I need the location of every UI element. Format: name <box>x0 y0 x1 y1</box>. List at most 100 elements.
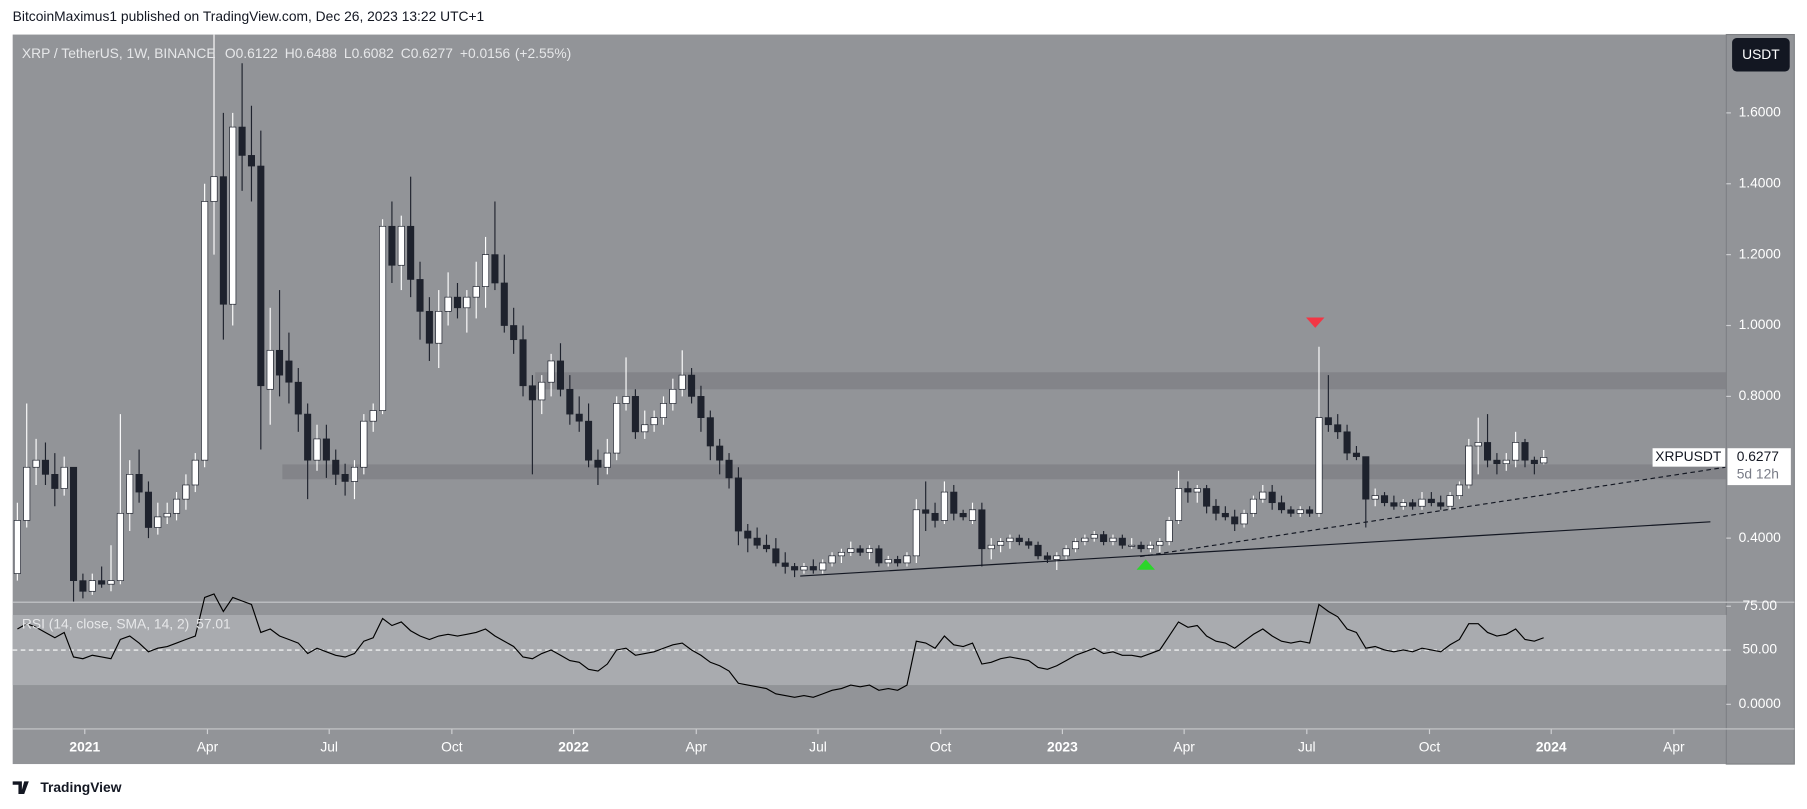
trendline <box>1140 466 1726 558</box>
body <box>603 452 611 468</box>
body <box>931 512 939 521</box>
candle <box>1277 495 1286 514</box>
candle <box>1071 538 1080 553</box>
body <box>978 509 986 550</box>
body <box>510 325 518 341</box>
candle <box>800 562 808 574</box>
body <box>388 225 396 266</box>
body <box>1025 541 1033 546</box>
candle <box>865 545 874 560</box>
footer: TradingView <box>12 779 122 795</box>
body <box>491 254 499 284</box>
candle <box>734 467 742 546</box>
body <box>482 254 490 287</box>
candle <box>641 410 649 439</box>
body <box>1352 452 1360 457</box>
body <box>1174 488 1183 521</box>
body <box>51 473 59 489</box>
candle <box>566 375 574 425</box>
body <box>407 225 415 280</box>
x-tick-label: Oct <box>1419 739 1441 755</box>
body <box>1259 491 1267 500</box>
candle <box>968 502 977 524</box>
candle <box>1465 438 1473 489</box>
body <box>706 417 714 447</box>
body <box>959 512 967 518</box>
candle <box>791 562 799 578</box>
candle <box>1371 488 1379 507</box>
body <box>556 360 565 390</box>
candle <box>1324 375 1332 432</box>
body <box>912 509 920 557</box>
candle <box>304 403 312 500</box>
c-label: C <box>401 45 411 61</box>
symbol: XRP / TetherUS, 1W, BINANCE <box>22 45 216 61</box>
body <box>800 566 808 571</box>
body <box>547 360 555 383</box>
x-tick-label: 2024 <box>1536 739 1567 755</box>
candle <box>1156 538 1164 553</box>
body <box>435 310 443 344</box>
candle <box>1100 531 1108 546</box>
body <box>41 459 49 475</box>
body <box>463 296 471 309</box>
candle <box>1296 506 1304 517</box>
body <box>154 516 162 528</box>
body <box>126 473 134 514</box>
body <box>1418 498 1426 507</box>
body <box>781 562 789 567</box>
candle <box>388 201 396 283</box>
candle <box>1212 499 1220 521</box>
candle <box>940 481 948 524</box>
body <box>1465 445 1473 486</box>
candle <box>510 307 518 354</box>
body <box>210 176 218 202</box>
candle <box>753 527 761 549</box>
body <box>173 498 181 514</box>
price-pane <box>13 34 1727 602</box>
body <box>1474 442 1482 447</box>
candle <box>1184 481 1192 503</box>
body <box>1100 534 1108 543</box>
candle <box>1484 414 1492 468</box>
candle <box>201 183 209 468</box>
candle <box>13 502 21 581</box>
currency-button[interactable] <box>1732 38 1790 72</box>
candle <box>472 261 480 319</box>
body <box>229 126 237 305</box>
body <box>163 512 171 518</box>
candle <box>987 538 995 560</box>
x-tick-label: 2021 <box>69 739 100 755</box>
body <box>1437 502 1445 507</box>
body <box>1240 512 1248 525</box>
candle <box>1090 531 1098 542</box>
body <box>379 225 387 411</box>
body <box>1381 495 1389 504</box>
candle <box>1455 481 1463 500</box>
candle <box>1025 538 1033 549</box>
trendline <box>800 521 1711 577</box>
body <box>1287 509 1295 514</box>
rsi-tick-label: 0.0000 <box>1739 695 1782 711</box>
body <box>791 566 799 571</box>
candle <box>294 368 302 432</box>
body <box>369 410 377 422</box>
body <box>116 512 124 582</box>
candle <box>547 353 555 397</box>
body <box>453 296 462 309</box>
candle <box>1502 453 1510 471</box>
candle <box>538 375 546 415</box>
body <box>1512 442 1520 461</box>
body <box>1165 520 1173 543</box>
o-value: 0.6122 <box>236 45 278 61</box>
candle <box>837 548 845 563</box>
y-tick-label: 0.4000 <box>1739 529 1782 545</box>
body <box>968 509 977 521</box>
body <box>397 225 405 266</box>
x-tick-label: Apr <box>197 739 219 755</box>
candle <box>959 509 967 521</box>
body <box>1296 509 1304 514</box>
body <box>884 559 892 564</box>
rsi-pane: 75.00 50.00 0.0000 <box>12 593 1782 711</box>
body <box>219 176 227 305</box>
